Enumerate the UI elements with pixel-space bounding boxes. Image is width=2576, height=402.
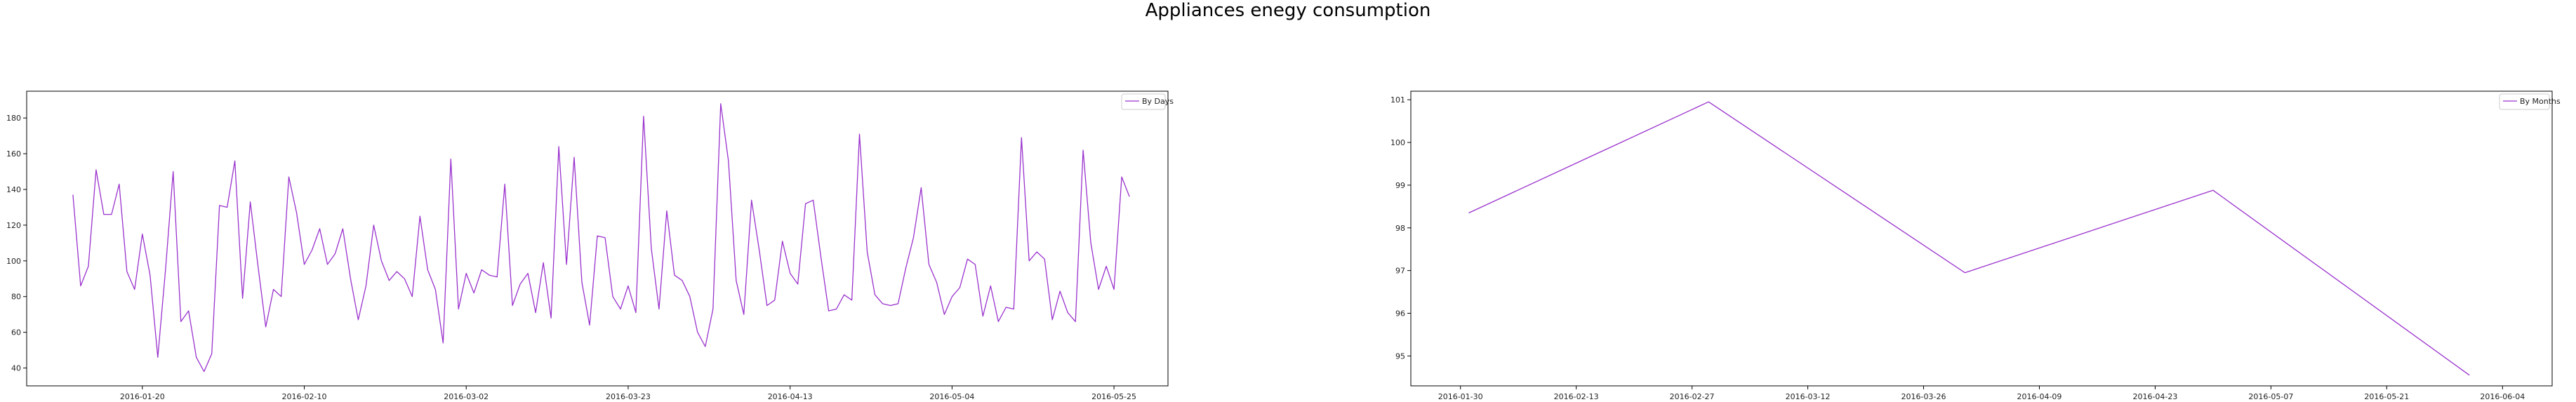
y-tick-label: 97 (1395, 267, 1405, 276)
ticks-days: 2016-01-20 2016-02-10 2016-03-02 2016-03-23… (6, 114, 1136, 401)
x-tick-label: 2016-04-13 (768, 392, 813, 401)
y-tick-label: 95 (1395, 351, 1405, 361)
x-tick-label: 2016-05-21 (2364, 392, 2409, 401)
y-tick-label: 98 (1395, 224, 1405, 233)
axes-frame-days (26, 91, 1169, 387)
series-line (1468, 101, 2470, 376)
y-tick-label: 96 (1395, 309, 1405, 319)
series-line (72, 103, 1130, 373)
x-tick-label: 2016-04-23 (2132, 392, 2177, 401)
x-tick-label: 2016-01-20 (120, 392, 165, 401)
figure-title: Appliances enegy consumption (1146, 0, 1431, 21)
x-tick-label: 2016-05-04 (929, 392, 974, 401)
x-tick-label: 2016-02-10 (282, 392, 327, 401)
legend-label-days: By Days (1142, 97, 1174, 106)
y-tick-label: 180 (6, 114, 21, 123)
x-tick-label: 2016-03-26 (1901, 392, 1946, 401)
y-tick-label: 99 (1395, 181, 1405, 190)
x-tick-label: 2016-05-07 (2248, 392, 2293, 401)
x-tick-label: 2016-06-04 (2480, 392, 2525, 401)
x-tick-label: 2016-01-30 (1438, 392, 1483, 401)
legend-days: By Days (1121, 93, 1174, 110)
y-tick-label: 100 (1390, 138, 1405, 147)
x-tick-label: 2016-02-13 (1554, 392, 1599, 401)
x-tick-label: 2016-03-02 (444, 392, 489, 401)
series-months (1468, 101, 2470, 376)
y-tick-label: 101 (1390, 95, 1405, 105)
ticks-months: 2016-01-30 2016-02-13 2016-02-27 2016-03-12… (1390, 95, 2525, 401)
chart-by-days: 2016-01-20 2016-02-10 2016-03-02 2016-03-23… (6, 91, 1174, 401)
legend-months: By Months (2499, 93, 2561, 110)
axes-frame-months (1410, 91, 2553, 387)
x-tick-label: 2016-03-12 (1786, 392, 1831, 401)
chart-by-months: 2016-01-30 2016-02-13 2016-02-27 2016-03-12… (1390, 91, 2561, 401)
y-tick-label: 60 (11, 328, 21, 337)
y-tick-label: 160 (6, 149, 21, 159)
y-tick-label: 80 (11, 293, 21, 302)
y-tick-label: 40 (11, 364, 21, 373)
y-tick-label: 100 (6, 257, 21, 266)
legend-label-months: By Months (2520, 97, 2561, 106)
series-days (72, 103, 1130, 373)
x-tick-label: 2016-02-27 (1670, 392, 1715, 401)
y-tick-label: 120 (6, 221, 21, 230)
y-tick-label: 140 (6, 185, 21, 194)
x-tick-label: 2016-04-09 (2017, 392, 2062, 401)
x-tick-label: 2016-05-25 (1091, 392, 1136, 401)
legend-box-days (1121, 93, 1166, 110)
legend-box-months (2499, 93, 2550, 110)
x-tick-label: 2016-03-23 (606, 392, 651, 401)
